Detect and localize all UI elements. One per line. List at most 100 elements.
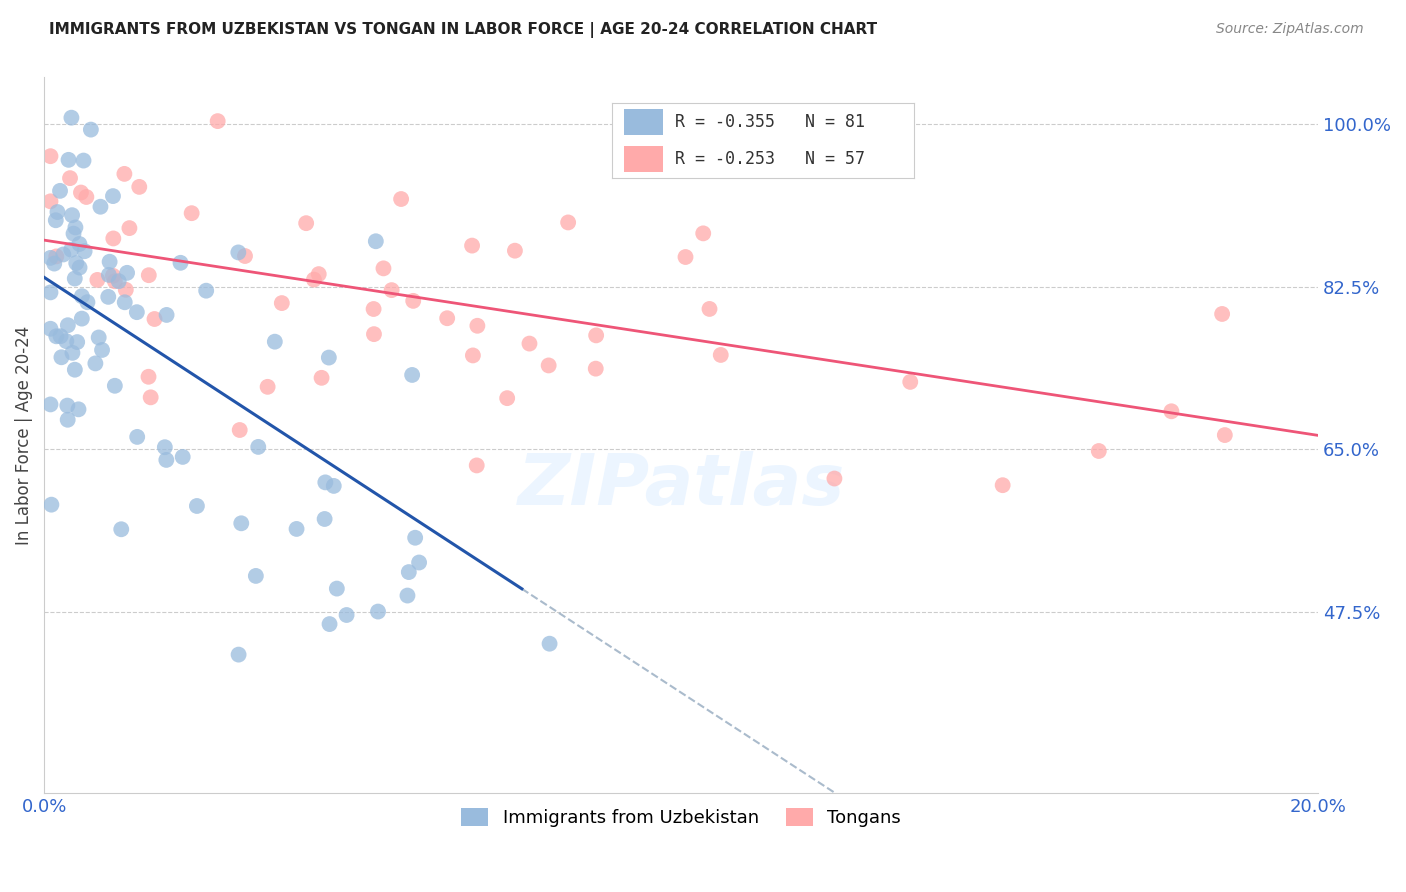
Point [143,312,166,326]
Point [1211,307,1233,321]
Text: R = -0.253   N = 57: R = -0.253 N = 57 [675,150,865,168]
Point [311,371,333,385]
Y-axis label: In Labor Force | Age 20-24: In Labor Force | Age 20-24 [15,326,32,545]
Point [823,471,845,485]
Point [65,256,87,270]
Point [233,249,256,263]
Point [585,328,607,343]
Point [98,254,121,268]
Point [228,648,250,662]
Point [318,617,340,632]
Point [69,260,91,275]
Point [107,274,129,288]
Point [63,271,86,285]
Point [97,290,120,304]
Point [59,171,82,186]
Point [503,244,526,258]
Point [396,589,419,603]
Point [76,295,98,310]
Point [60,208,83,222]
Point [86,273,108,287]
Point [80,122,103,136]
Point [70,289,93,303]
Point [73,244,96,259]
Point [60,111,83,125]
Point [58,153,80,167]
Point [295,216,318,230]
Point [155,308,177,322]
Point [373,261,395,276]
Text: IMMIGRANTS FROM UZBEKISTAN VS TONGAN IN LABOR FORCE | AGE 20-24 CORRELATION CHAR: IMMIGRANTS FROM UZBEKISTAN VS TONGAN IN … [49,22,877,38]
Point [336,607,359,622]
Text: ZIPatlas: ZIPatlas [517,451,845,520]
Point [39,397,62,411]
Point [75,190,97,204]
Point [63,362,86,376]
Point [1213,428,1236,442]
Point [125,305,148,319]
Legend: Immigrants from Uzbekistan, Tongans: Immigrants from Uzbekistan, Tongans [454,801,908,834]
Point [401,368,423,382]
Point [70,186,93,200]
Point [465,458,488,473]
Point [118,221,141,235]
Point [56,413,79,427]
Point [52,247,75,261]
Point [45,249,67,263]
Point [195,284,218,298]
Point [326,582,349,596]
Point [1160,404,1182,418]
Point [55,334,77,348]
Point [314,475,336,490]
Point [408,556,430,570]
Bar [624,109,664,136]
Point [39,251,62,265]
Point [461,238,484,252]
Point [138,268,160,283]
Point [318,351,340,365]
Point [381,283,404,297]
Point [39,322,62,336]
Point [67,402,90,417]
Point [398,565,420,579]
Point [62,346,84,360]
Point [322,479,344,493]
Point [991,478,1014,492]
Point [367,605,389,619]
Point [139,390,162,404]
Point [364,234,387,248]
Point [97,268,120,282]
Point [461,348,484,362]
Point [49,329,72,343]
Point [308,267,330,281]
Point [270,296,292,310]
Point [247,440,270,454]
Point [66,334,89,349]
Point [537,359,560,373]
Point [169,256,191,270]
Point [467,318,489,333]
Point [39,149,62,163]
Point [231,516,253,531]
Point [110,522,132,536]
Point [898,375,921,389]
Point [557,215,579,229]
Point [46,205,69,219]
Point [84,356,107,370]
Point [585,361,607,376]
Point [675,250,697,264]
Point [138,369,160,384]
Point [41,498,63,512]
Point [245,569,267,583]
Point [127,430,149,444]
Point [155,453,177,467]
Point [1088,444,1111,458]
Point [228,245,250,260]
Point [89,200,111,214]
Point [114,295,136,310]
Point [87,330,110,344]
Point [436,311,458,326]
Point [710,348,733,362]
Point [115,266,138,280]
Point [363,327,385,342]
